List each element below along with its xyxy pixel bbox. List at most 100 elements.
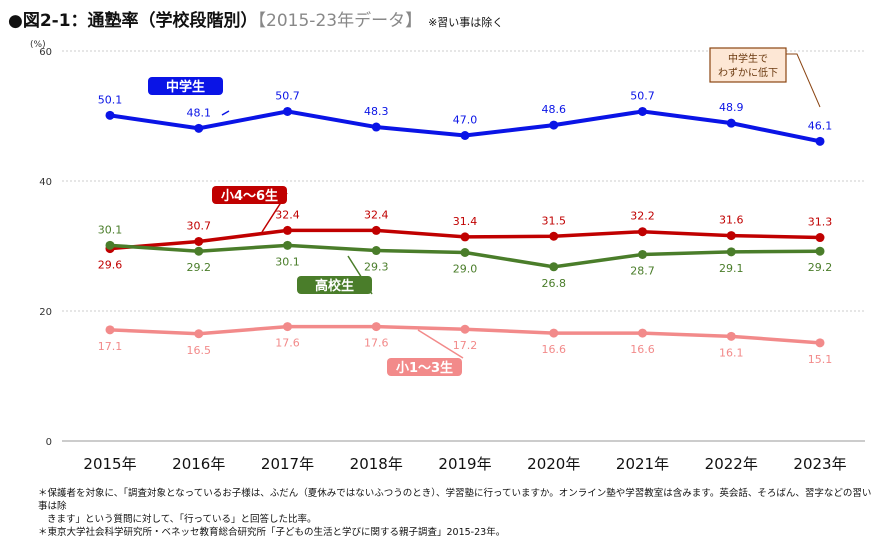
series-name-label: 小1～3生 [396, 360, 453, 376]
data-point [371, 225, 381, 235]
data-point [638, 106, 647, 116]
x-tick-label: 2015年 [83, 455, 136, 473]
data-point [549, 328, 559, 338]
data-point [726, 231, 736, 241]
footnote-1: ＊保護者を対象に、「調査対象となっているお子様は、ふだん（夏休みではないふつうの… [38, 488, 872, 512]
data-label: 17.2 [453, 339, 478, 352]
y-tick-label: 20 [39, 307, 52, 318]
y-tick-label: 40 [39, 177, 52, 188]
data-label: 47.0 [453, 114, 478, 127]
series-name-box [297, 276, 372, 294]
y-tick-label: 60 [39, 47, 52, 58]
series-leader-line [221, 110, 230, 116]
footnotes: ＊保護者を対象に、「調査対象となっているお子様は、ふだん（夏休みではないふつうの… [38, 487, 878, 539]
annotation-text: 中学生で [728, 52, 768, 65]
data-point [638, 328, 647, 338]
data-point [815, 246, 825, 256]
data-label: 46.1 [808, 119, 833, 132]
data-label: 31.6 [719, 214, 744, 227]
data-label: 29.3 [364, 261, 389, 274]
annotation-text: わずかに低下 [718, 66, 778, 79]
data-point [726, 247, 736, 257]
series-name-label: 高校生 [315, 278, 354, 294]
footnote-1-cont: きます」という質問に対して、「行っている」と回答した比率。 [47, 514, 317, 525]
data-label: 50.7 [275, 89, 300, 102]
data-point [638, 249, 647, 259]
data-label: 17.6 [275, 337, 300, 350]
line-chart: 0 20 40 60(%) 2015年 2016年 2017年 2018年 2019年 2020年… [30, 40, 865, 473]
data-label: 30.7 [187, 219, 212, 232]
data-label: 48.3 [364, 105, 389, 118]
data-label: 31.4 [453, 215, 478, 228]
data-label: 28.7 [630, 264, 655, 277]
x-tick-label: 2018年 [350, 455, 403, 473]
series-leader-line [417, 329, 464, 359]
data-label: 30.1 [275, 255, 300, 268]
data-label: 29.1 [719, 262, 744, 275]
data-label: 16.6 [630, 343, 655, 356]
data-point [283, 240, 292, 250]
data-point [549, 120, 559, 130]
x-tick-label: 2016年 [172, 455, 225, 473]
data-point [460, 248, 470, 257]
series-name-box [387, 358, 462, 376]
data-label: 50.7 [630, 89, 655, 102]
data-label: 17.1 [98, 340, 123, 353]
data-label: 31.3 [808, 216, 833, 229]
data-point [815, 338, 825, 348]
data-label: 31.5 [542, 214, 567, 227]
data-label: 29.2 [187, 261, 212, 274]
data-label: 26.8 [542, 277, 567, 290]
data-point [283, 106, 292, 116]
annotation-box [709, 47, 787, 83]
series-name-label: 小4～6生 [221, 188, 278, 204]
data-point [194, 236, 204, 246]
data-point [460, 232, 470, 242]
data-point [105, 110, 115, 120]
data-label: 16.6 [542, 343, 567, 356]
data-label: 32.4 [275, 208, 300, 221]
data-point [283, 322, 292, 332]
title-sub: 【2015-23年データ】 [257, 11, 423, 31]
data-label: 48.6 [542, 103, 567, 116]
data-point [638, 227, 647, 237]
data-point [194, 329, 204, 339]
data-point [549, 262, 559, 272]
title-main: ●図2-1：通塾率（学校段階別） [8, 11, 258, 31]
data-point [371, 246, 381, 256]
data-point [194, 246, 204, 256]
data-label: 17.6 [364, 337, 389, 350]
footnote-2: ＊東京大学社会科学研究所・ベネッセ教育総合研究所「子どもの生活と学びに関する親子… [38, 527, 506, 538]
data-label: 32.4 [364, 208, 389, 221]
data-point [371, 122, 381, 132]
data-point [460, 131, 470, 140]
data-point [371, 322, 381, 332]
data-label: 29.2 [808, 261, 833, 274]
data-label: 16.1 [719, 346, 744, 359]
x-tick-label: 2019年 [438, 455, 491, 473]
data-point [549, 231, 559, 241]
annotation-leader [786, 53, 821, 108]
data-label: 29.6 [98, 259, 123, 272]
data-label: 50.1 [98, 93, 123, 106]
data-point [194, 123, 204, 133]
data-label: 30.1 [98, 223, 123, 236]
data-label: 15.1 [808, 353, 833, 366]
x-tick-label: 2023年 [793, 455, 846, 473]
data-label: 32.2 [630, 210, 655, 223]
chart-title: ●図2-1：通塾率（学校段階別）【2015-23年データ】 ※習い事は除く [8, 6, 503, 31]
data-point [105, 240, 115, 250]
data-label: 48.9 [719, 101, 744, 114]
data-label: 16.5 [187, 344, 212, 357]
y-axis-label: (%) [30, 40, 46, 50]
data-point [283, 225, 292, 235]
data-label: 29.0 [453, 263, 478, 276]
data-point [726, 118, 736, 128]
series-name-box [212, 186, 287, 204]
series-name-box [148, 77, 223, 95]
x-tick-label: 2021年 [616, 455, 669, 473]
series-name-label: 中学生 [166, 79, 205, 95]
y-tick-label: 0 [46, 437, 52, 448]
title-note: ※習い事は除く [428, 16, 504, 29]
